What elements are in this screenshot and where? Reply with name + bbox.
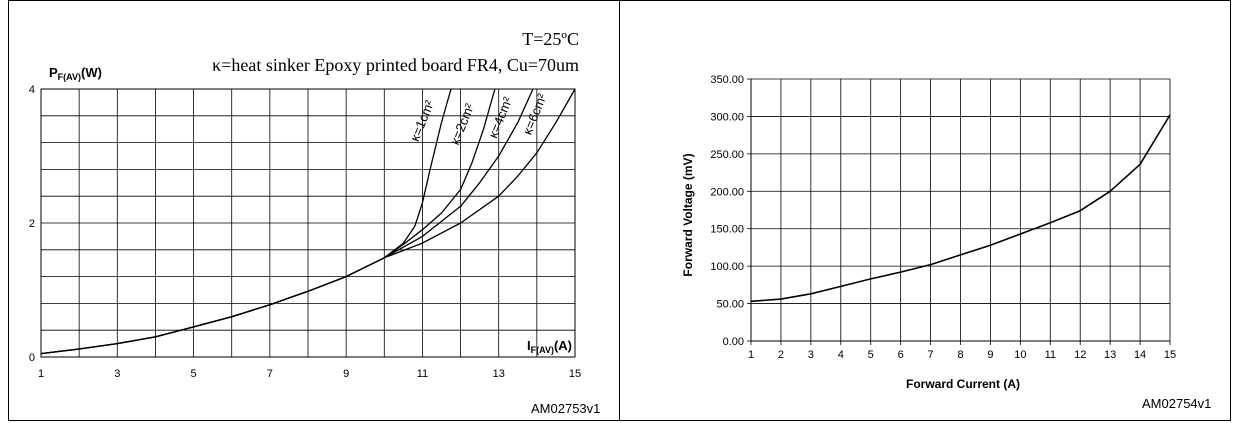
forward-voltage-chart: 1 2 3 4 5 6 7 8 9 10 11 12 13 14 150.0050.00100.00150.… bbox=[681, 74, 1176, 391]
x-tick-label: 1 bbox=[38, 368, 44, 380]
right-chart-panel: 1 2 3 4 5 6 7 8 9 10 11 12 13 14 15 0.00 50.00 100.00 150.… bbox=[619, 0, 1231, 421]
x-tick-label: 2 bbox=[778, 349, 784, 361]
y-tick-label: 350.00 bbox=[710, 74, 744, 86]
x-axis-label-unit: (A) bbox=[554, 338, 572, 353]
x-tick-label: 8 bbox=[957, 349, 963, 361]
y-tick-label: 250.00 bbox=[710, 149, 744, 161]
x-axis-label: IF(AV)(A) bbox=[527, 338, 572, 355]
x-tick-label: 13 bbox=[493, 368, 505, 380]
y-axis-label-sub: F(AV) bbox=[58, 72, 81, 82]
x-tick-label: 3 bbox=[114, 368, 120, 380]
chart-subtitle: κ=heat sinker Epoxy printed board FR4, C… bbox=[212, 55, 579, 75]
x-tick-label: 15 bbox=[569, 368, 581, 380]
y-axis-label: PF(AV)(W) bbox=[49, 65, 102, 82]
y-tick-label: 4 bbox=[29, 84, 35, 96]
x-tick-label: 3 bbox=[808, 349, 814, 361]
x-tick-label: 7 bbox=[928, 349, 934, 361]
plot-frame bbox=[40, 88, 576, 358]
x-tick-label: 4 bbox=[838, 349, 844, 361]
x-tick-label: 12 bbox=[1074, 349, 1086, 361]
left-chart-panel: κ=1cm² κ=2cm² κ=4cm² κ=6cm² 1 3 5 7 9 11 13 15 0 2 4 … bbox=[8, 0, 620, 421]
x-axis-label-sub: F(AV) bbox=[531, 345, 554, 355]
y-tick-label: 50.00 bbox=[716, 299, 744, 311]
x-axis-label: Forward Current (A) bbox=[906, 377, 1020, 391]
y-tick-label: 300.00 bbox=[710, 111, 744, 123]
x-tick-label: 5 bbox=[868, 349, 874, 361]
x-tick-label: 9 bbox=[987, 349, 993, 361]
y-tick-label: 150.00 bbox=[710, 224, 744, 236]
y-tick-label: 0 bbox=[29, 352, 35, 364]
series-label-2: κ=2cm² bbox=[447, 101, 477, 147]
power-dissipation-chart: κ=1cm² κ=2cm² κ=4cm² κ=6cm² 1 3 5 7 9 11 13 15024 … bbox=[29, 29, 581, 380]
series-label-4: κ=6cm² bbox=[520, 91, 550, 137]
figure-reference-right: AM02754v1 bbox=[1142, 396, 1212, 411]
x-tick-label: 6 bbox=[898, 349, 904, 361]
y-axis-label: Forward Voltage (mV) bbox=[681, 153, 695, 276]
y-tick-label: 2 bbox=[29, 218, 35, 230]
x-tick-label: 9 bbox=[343, 368, 349, 380]
x-tick-label: 11 bbox=[417, 368, 428, 380]
y-tick-label: 100.00 bbox=[710, 261, 744, 273]
series-line-1 bbox=[750, 114, 1171, 303]
y-tick-label: 0.00 bbox=[723, 336, 744, 348]
x-tick-label: 13 bbox=[1104, 349, 1116, 361]
series-line-4 bbox=[40, 88, 576, 355]
x-tick-label: 15 bbox=[1164, 349, 1176, 361]
y-axis-label-unit: (W) bbox=[81, 65, 102, 80]
figure-reference-left: AM02753v1 bbox=[531, 401, 601, 416]
x-tick-label: 5 bbox=[191, 368, 197, 380]
x-tick-label: 1 bbox=[748, 349, 754, 361]
series-label-1: κ=1cm² bbox=[407, 97, 437, 143]
series-line-1 bbox=[40, 88, 452, 355]
x-tick-label: 11 bbox=[1045, 349, 1056, 361]
x-tick-label: 7 bbox=[267, 368, 273, 380]
x-axis-label-main: I bbox=[527, 338, 531, 353]
y-axis-label-main: P bbox=[49, 65, 58, 80]
x-tick-label: 10 bbox=[1014, 349, 1026, 361]
y-tick-label: 200.00 bbox=[710, 186, 744, 198]
chart-title: T=25ºC bbox=[522, 29, 579, 49]
x-tick-label: 14 bbox=[1134, 349, 1146, 361]
